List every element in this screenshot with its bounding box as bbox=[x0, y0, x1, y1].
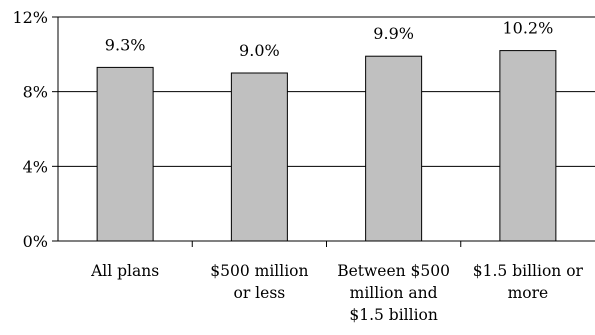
data-label-3: 10.2% bbox=[502, 19, 553, 38]
bars bbox=[96, 50, 557, 242]
category-label-0: All plans bbox=[90, 262, 159, 280]
bar-1 bbox=[230, 72, 288, 242]
category-label-1: $500 million or less bbox=[210, 262, 308, 302]
y-tick-label-8: 8% bbox=[23, 83, 48, 102]
bar-3 bbox=[499, 50, 557, 242]
axes bbox=[52, 16, 595, 247]
category-label-3: $1.5 billion or more bbox=[473, 262, 584, 302]
y-tick-label-12: 12% bbox=[12, 8, 48, 27]
data-label-0: 9.3% bbox=[105, 35, 146, 54]
data-label-1: 9.0% bbox=[239, 41, 280, 60]
bar-2 bbox=[365, 55, 423, 242]
bar-0 bbox=[96, 66, 154, 242]
data-label-2: 9.9% bbox=[373, 24, 414, 43]
y-tick-label-0: 0% bbox=[23, 232, 48, 251]
y-tick-label-4: 4% bbox=[23, 157, 48, 176]
category-label-2: Between $500 million and $1.5 billion bbox=[337, 262, 450, 324]
labels: 9.3% 9.0% 9.9% 10.2% 0% 4% 8% 12% All plans $500 … bbox=[12, 8, 583, 324]
